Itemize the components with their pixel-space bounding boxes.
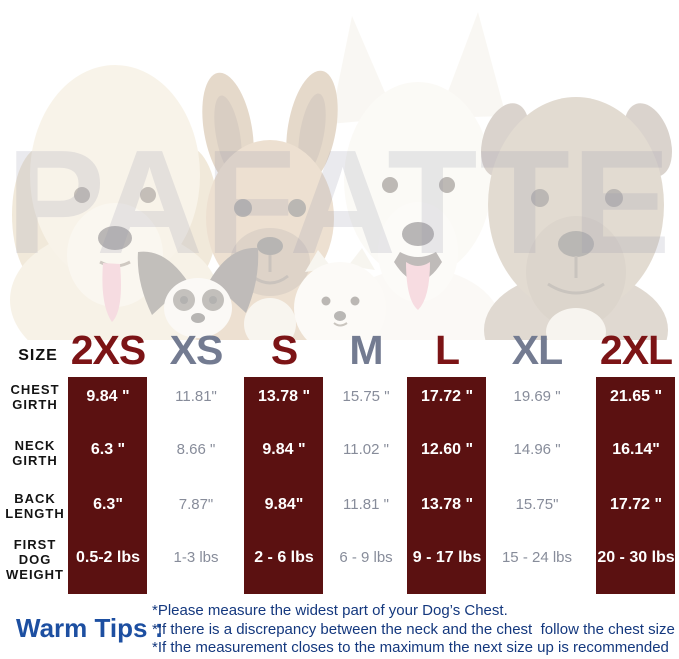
size-header-l: L xyxy=(434,327,460,373)
pomeranian-puppy-photo xyxy=(294,248,386,340)
warm-tips-list: *Please measure the widest part of your … xyxy=(152,602,675,658)
size-header-s: S xyxy=(270,327,298,373)
cell-weight-s: 2 - 6 lbs xyxy=(254,549,314,566)
cell-neck-l: 12.60 " xyxy=(420,441,474,458)
cell-weight-l: 9 - 17 lbs xyxy=(412,549,482,566)
cell-back-2xl: 17.72 " xyxy=(609,496,663,513)
cell-neck-xs: 8.66 " xyxy=(176,441,216,458)
cell-back-2xs: 6.3" xyxy=(93,496,123,513)
tip-line-1: *Please measure the widest part of your … xyxy=(152,602,508,619)
pitbull-photo xyxy=(481,97,672,340)
size-header-2xl: 2XL xyxy=(599,327,673,373)
tip-line-3: *If the measurement closes to the maximu… xyxy=(152,639,669,656)
french-bulldog-photo xyxy=(195,70,345,340)
cell-neck-xl: 14.96 " xyxy=(513,441,561,458)
brand-watermark: PAFATTE xyxy=(6,120,673,285)
cell-back-xl: 15.75" xyxy=(515,496,559,513)
cell-weight-2xl: 20 - 30 lbs xyxy=(597,549,675,566)
cell-neck-2xs: 6.3 " xyxy=(90,441,126,458)
size-chart-table: SIZE 2XS XS S M L XL 2XL CHEST GIRTH NEC… xyxy=(0,327,679,596)
cell-back-xs: 7.87" xyxy=(178,496,214,513)
tip-line-2: *If there is a discrepancy between the n… xyxy=(152,620,675,638)
cell-chest-2xl: 21.65 " xyxy=(609,388,663,405)
warm-tips-section: Warm Tips : *Please measure the widest p… xyxy=(0,599,679,659)
cell-chest-s: 13.78 " xyxy=(257,388,311,405)
white-shepherd-photo xyxy=(330,12,506,340)
row-label-back-length: BACK LENGTH xyxy=(5,490,65,521)
cell-back-m: 11.81 " xyxy=(343,496,389,513)
dog-photos-illustration xyxy=(10,12,672,340)
cell-chest-xl: 19.69 " xyxy=(513,388,561,405)
highlight-column-2xl xyxy=(596,377,675,594)
row-label-neck-girth: NECK GIRTH xyxy=(12,437,58,468)
cell-back-s: 9.84" xyxy=(264,496,304,513)
size-corner-label: SIZE xyxy=(18,347,58,364)
cell-neck-2xl: 16.14" xyxy=(612,441,660,458)
highlight-column-2xs xyxy=(68,377,147,594)
cell-weight-2xs: 0.5-2 lbs xyxy=(75,549,141,566)
golden-retriever-photo xyxy=(10,65,220,340)
cell-weight-m: 6 - 9 lbs xyxy=(339,549,393,566)
size-header-m: M xyxy=(349,327,383,373)
highlight-column-s xyxy=(244,377,323,594)
cell-weight-xs: 1-3 lbs xyxy=(173,549,219,566)
cell-chest-2xs: 9.84 " xyxy=(86,388,130,405)
size-header-xs: XS xyxy=(169,327,224,373)
cell-weight-xl: 15 - 24 lbs xyxy=(501,549,573,566)
dog-photos-banner: PAFATTE xyxy=(6,12,673,340)
row-label-chest-girth: CHEST GIRTH xyxy=(10,382,60,412)
papillon-puppy-photo xyxy=(137,247,259,338)
cell-neck-m: 11.02 " xyxy=(343,441,389,458)
cell-chest-l: 17.72 " xyxy=(420,388,474,405)
highlight-column-l xyxy=(407,377,486,594)
cell-back-l: 13.78 " xyxy=(420,496,474,513)
cell-chest-m: 15.75 " xyxy=(342,388,390,405)
cell-neck-s: 9.84 " xyxy=(262,441,306,458)
size-header-2xs: 2XS xyxy=(70,327,146,373)
row-label-first-dog-weight: FIRST DOG WEIGHT xyxy=(6,536,64,582)
size-header-xl: XL xyxy=(511,327,563,373)
cell-chest-xs: 11.81" xyxy=(175,388,217,405)
warm-tips-title: Warm Tips : xyxy=(16,613,164,643)
